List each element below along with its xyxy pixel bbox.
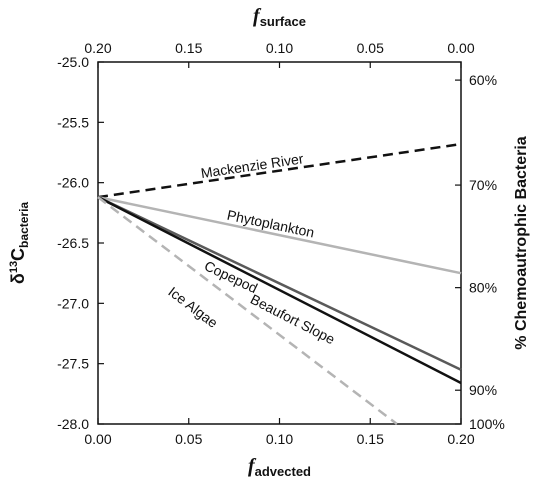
y-axis-title: δ13Cbacteria (8, 202, 31, 285)
x-tick-label: 0.05 (175, 431, 202, 447)
x-top-tick-label: 0.00 (447, 40, 474, 56)
series-line-copepod (97, 196, 462, 371)
x-top-tick-label: 0.15 (175, 40, 202, 56)
series-line-mackenzie-river (97, 142, 462, 199)
x-axis-title: fadvected (248, 455, 311, 479)
x-tick-label: 0.20 (447, 431, 474, 447)
axis-titles: fadvected fsurface δ13Cbacteria % Chemoautr… (8, 5, 530, 479)
y-right-tick-label: 60% (469, 72, 497, 88)
y-tick-label: -26.0 (57, 175, 89, 191)
x-top-tick-label: 0.05 (357, 40, 384, 56)
series-line-ice-algae (97, 196, 398, 425)
y-tick-label: -28.0 (57, 416, 89, 432)
series-lines (97, 142, 462, 425)
x-tick-label: 0.10 (266, 431, 293, 447)
y-right-tick-label: 70% (469, 177, 497, 193)
x-top-tick-label: 0.10 (266, 40, 293, 56)
y-tick-label: -25.5 (57, 114, 89, 130)
y-tick-label: -27.5 (57, 356, 89, 372)
axes: 0.00 0.05 0.10 0.15 0.20 0.20 0.15 0.10 0.05 0.00… (57, 40, 505, 447)
y-right-axis-title: % Chemoautrophic Bacteria (513, 136, 530, 349)
y-tick-label: -26.5 (57, 235, 89, 251)
y-right-tick-label: 90% (469, 382, 497, 398)
y-right-tick-label: 100% (469, 416, 505, 432)
x-tick-label: 0.15 (357, 431, 384, 447)
y-right-tick-label: 80% (469, 280, 497, 296)
y-tick-label: -27.0 (57, 295, 89, 311)
y-tick-label: -25.0 (57, 54, 89, 70)
x-top-tick-label: 0.20 (84, 40, 111, 56)
x-tick-label: 0.00 (84, 431, 111, 447)
x-top-axis-title: fsurface (253, 5, 306, 29)
series-line-phytoplankton (97, 195, 462, 275)
series-line-beaufort-slope (97, 196, 462, 385)
